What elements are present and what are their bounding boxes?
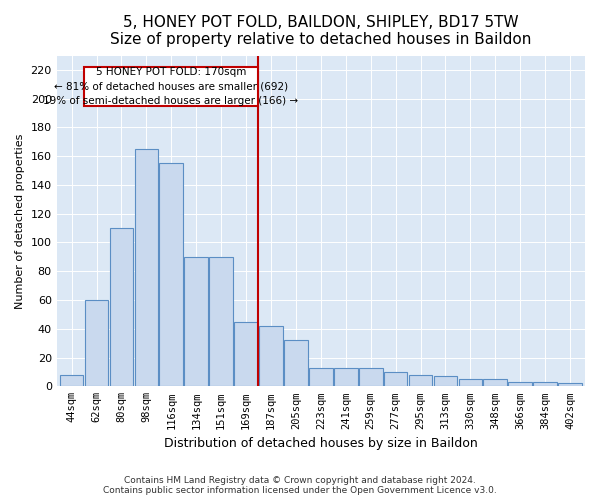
- Bar: [84, 67, 258, 106]
- Bar: [284, 340, 308, 386]
- Bar: [508, 382, 532, 386]
- Y-axis label: Number of detached properties: Number of detached properties: [15, 133, 25, 308]
- Bar: [434, 376, 457, 386]
- Bar: [60, 375, 83, 386]
- Bar: [134, 149, 158, 386]
- Title: 5, HONEY POT FOLD, BAILDON, SHIPLEY, BD17 5TW
Size of property relative to detac: 5, HONEY POT FOLD, BAILDON, SHIPLEY, BD1…: [110, 15, 532, 48]
- X-axis label: Distribution of detached houses by size in Baildon: Distribution of detached houses by size …: [164, 437, 478, 450]
- Bar: [384, 372, 407, 386]
- Bar: [309, 368, 332, 386]
- Bar: [234, 322, 258, 386]
- Bar: [85, 300, 109, 386]
- Bar: [259, 326, 283, 386]
- Text: Contains HM Land Registry data © Crown copyright and database right 2024.
Contai: Contains HM Land Registry data © Crown c…: [103, 476, 497, 495]
- Bar: [558, 384, 582, 386]
- Bar: [409, 375, 433, 386]
- Bar: [484, 379, 507, 386]
- Bar: [184, 257, 208, 386]
- Bar: [160, 164, 183, 386]
- Bar: [458, 379, 482, 386]
- Bar: [359, 368, 383, 386]
- Bar: [209, 257, 233, 386]
- Text: 5 HONEY POT FOLD: 170sqm
← 81% of detached houses are smaller (692)
19% of semi-: 5 HONEY POT FOLD: 170sqm ← 81% of detach…: [43, 66, 299, 106]
- Bar: [334, 368, 358, 386]
- Bar: [110, 228, 133, 386]
- Bar: [533, 382, 557, 386]
